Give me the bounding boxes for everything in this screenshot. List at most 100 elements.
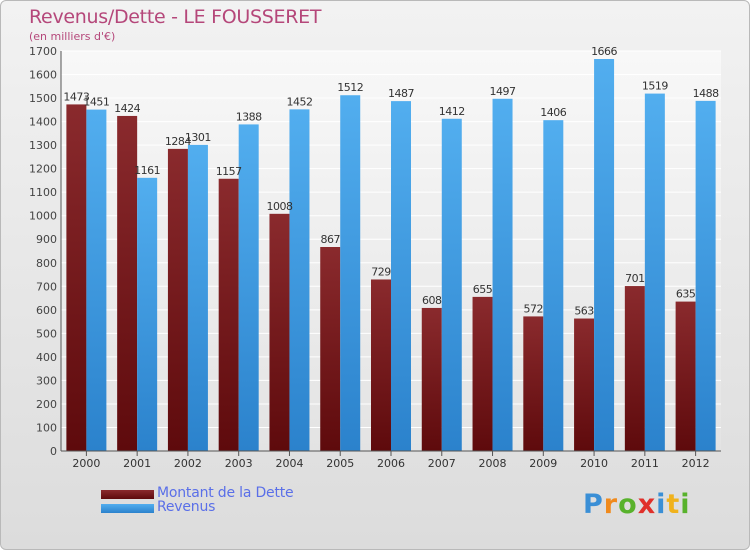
bar-revenue — [644, 93, 665, 452]
y-tick-label: 200 — [36, 398, 57, 411]
data-label-debt: 1284 — [165, 135, 191, 148]
x-tick-label: 2009 — [529, 457, 557, 470]
x-tick-label: 2005 — [326, 457, 354, 470]
bar-revenue — [391, 101, 411, 451]
bar-debt — [218, 178, 239, 451]
y-tick-label: 400 — [36, 351, 57, 364]
x-tick-label: 2002 — [174, 457, 202, 470]
y-tick-label: 100 — [36, 421, 57, 434]
legend-swatch-revenue — [101, 504, 154, 513]
x-tick-label: 2004 — [275, 457, 303, 470]
data-label-revenue: 1406 — [540, 106, 566, 119]
x-tick-label: 2006 — [377, 457, 405, 470]
x-tick-label: 2001 — [123, 457, 151, 470]
data-label-revenue: 1301 — [185, 131, 211, 144]
y-tick-label: 800 — [36, 257, 57, 270]
chart-title: Revenus/Dette - LE FOUSSERET — [29, 6, 322, 28]
data-label-debt: 1473 — [63, 90, 89, 103]
y-tick-label: 700 — [36, 280, 57, 293]
data-label-debt: 867 — [320, 233, 340, 246]
y-tick-label: 1400 — [29, 116, 57, 129]
legend-label-debt: Montant de la Dette — [157, 485, 294, 501]
logo-letter: x — [637, 489, 657, 520]
bar-debt — [675, 301, 696, 451]
logo-letter: o — [618, 489, 638, 520]
y-tick-label: 1200 — [29, 163, 57, 176]
bar-revenue — [441, 118, 462, 451]
x-tick-label: 2007 — [428, 457, 456, 470]
x-tick-label: 2010 — [580, 457, 608, 470]
legend-swatch-debt — [101, 490, 154, 499]
x-tick-label: 2011 — [631, 457, 659, 470]
data-label-debt: 655 — [473, 283, 493, 296]
data-label-revenue: 1451 — [83, 96, 109, 109]
logo-letter: r — [603, 489, 619, 520]
bar-debt — [472, 296, 493, 451]
axes: 0 100 200 300 400 500 600 700 800 900 1000 1100 1200… — [29, 45, 721, 470]
data-label-revenue: 1452 — [286, 95, 312, 108]
x-tick-label: 2012 — [682, 457, 710, 470]
data-label-revenue: 1666 — [591, 45, 617, 58]
y-tick-label: 1000 — [29, 210, 57, 223]
data-label-debt: 608 — [422, 294, 442, 307]
y-tick-label: 900 — [36, 233, 57, 246]
bar-revenue — [289, 109, 310, 452]
chart-subtitle: (en milliers d'€) — [29, 30, 116, 43]
bar-debt — [523, 316, 544, 451]
bar-revenue — [492, 98, 513, 451]
data-label-debt: 729 — [371, 265, 391, 278]
bar-debt — [167, 148, 188, 451]
y-tick-label: 1600 — [29, 69, 57, 82]
data-label-debt: 563 — [574, 305, 594, 318]
y-tick-label: 0 — [50, 445, 57, 458]
data-label-revenue: 1412 — [439, 105, 465, 118]
bar-revenue — [594, 59, 615, 451]
data-label-debt: 1424 — [114, 102, 140, 115]
data-label-debt: 635 — [676, 288, 696, 301]
y-tick-label: 300 — [36, 374, 57, 387]
logo-letter: i — [656, 489, 667, 520]
y-tick-label: 1500 — [29, 92, 57, 105]
data-label-debt: 1008 — [266, 200, 292, 213]
bars-group — [66, 59, 716, 452]
data-label-revenue: 1488 — [693, 87, 719, 100]
bar-debt — [269, 213, 290, 451]
bar-revenue — [86, 109, 107, 452]
bar-debt — [624, 286, 645, 451]
y-tick-label: 1100 — [29, 186, 57, 199]
x-tick-label: 2003 — [225, 457, 253, 470]
legend-label-revenue: Revenus — [157, 499, 216, 515]
proxiti-logo: Proxiti — [583, 489, 691, 520]
logo-letter: t — [666, 489, 681, 520]
bar-revenue — [340, 95, 361, 451]
bar-debt — [574, 318, 595, 451]
logo-letter: P — [583, 489, 604, 520]
data-label-revenue: 1161 — [134, 164, 160, 177]
data-label-debt: 1157 — [216, 165, 242, 178]
bar-revenue — [238, 124, 259, 451]
bar-revenue — [137, 177, 158, 451]
bar-debt — [371, 279, 391, 451]
data-label-revenue: 1519 — [642, 80, 668, 93]
data-label-debt: 701 — [625, 272, 645, 285]
bar-revenue — [695, 100, 716, 451]
data-label-revenue: 1388 — [236, 110, 262, 123]
bar-debt — [421, 307, 442, 451]
data-label-revenue: 1497 — [490, 85, 516, 98]
x-tick-label: 2000 — [72, 457, 100, 470]
data-label-revenue: 1512 — [337, 81, 363, 94]
y-tick-label: 1300 — [29, 139, 57, 152]
y-tick-label: 500 — [36, 327, 57, 340]
x-tick-label: 2008 — [479, 457, 507, 470]
y-tick-label: 1700 — [29, 45, 57, 58]
bar-debt — [117, 115, 138, 452]
bar-debt — [320, 247, 341, 451]
bar-debt — [66, 104, 87, 451]
bar-revenue — [543, 120, 564, 452]
data-label-revenue: 1487 — [388, 87, 414, 100]
y-tick-label: 600 — [36, 304, 57, 317]
logo-letter: i — [680, 489, 691, 520]
